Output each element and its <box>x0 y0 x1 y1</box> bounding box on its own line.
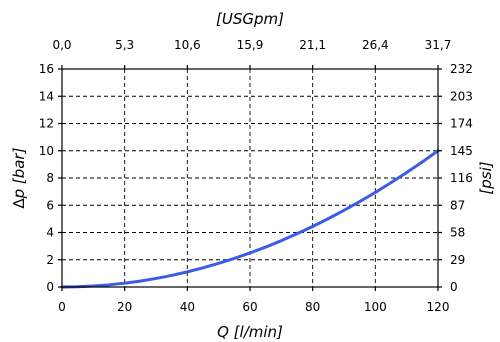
x-tick-label: 40 <box>180 300 195 314</box>
x-axis-title: Q [l/min] <box>217 323 283 341</box>
x2-tick-label: 10,6 <box>174 38 201 52</box>
y2-tick-label: 87 <box>450 198 465 212</box>
y-axis-title: ∆p [bar] <box>10 147 28 209</box>
x2-tick-label: 0,0 <box>52 38 71 52</box>
y-tick-label: 16 <box>39 62 54 76</box>
y-tick-label: 10 <box>39 144 54 158</box>
series-line-pressure-drop <box>60 149 440 289</box>
x2-tick-label: 31,7 <box>425 38 452 52</box>
x2-tick-label: 21,1 <box>299 38 326 52</box>
x2-tick-label: 5,3 <box>115 38 134 52</box>
series-layer <box>60 149 440 289</box>
y-tick-label: 0 <box>46 280 54 294</box>
y-tick-label: 14 <box>39 89 54 103</box>
y-tick-label: 2 <box>46 253 54 267</box>
y2-tick-label: 232 <box>450 62 473 76</box>
y2-tick-label: 203 <box>450 89 473 103</box>
y2-tick-label: 174 <box>450 117 473 131</box>
y-tick-label: 6 <box>46 198 54 212</box>
x-tick-label: 60 <box>242 300 257 314</box>
x2-tick-label: 26,4 <box>362 38 389 52</box>
x-tick-label: 80 <box>305 300 320 314</box>
tick-layer <box>58 65 442 291</box>
x-tick-label: 0 <box>58 300 66 314</box>
y2-tick-label: 58 <box>450 226 465 240</box>
y2-tick-label: 0 <box>450 280 458 294</box>
y-tick-label: 12 <box>39 117 54 131</box>
y2-tick-label: 116 <box>450 171 473 185</box>
y-tick-label: 4 <box>46 226 54 240</box>
y2-axis-title: [psi] <box>477 161 495 194</box>
x2-tick-label: 15,9 <box>237 38 264 52</box>
x-tick-label: 120 <box>427 300 450 314</box>
x-tick-label: 20 <box>117 300 132 314</box>
x2-axis-title: [USGpm] <box>216 10 284 28</box>
x-tick-label: 100 <box>364 300 387 314</box>
y2-tick-label: 145 <box>450 144 473 158</box>
grid-lines <box>62 69 438 287</box>
y2-tick-label: 29 <box>450 253 465 267</box>
y-tick-label: 8 <box>46 171 54 185</box>
